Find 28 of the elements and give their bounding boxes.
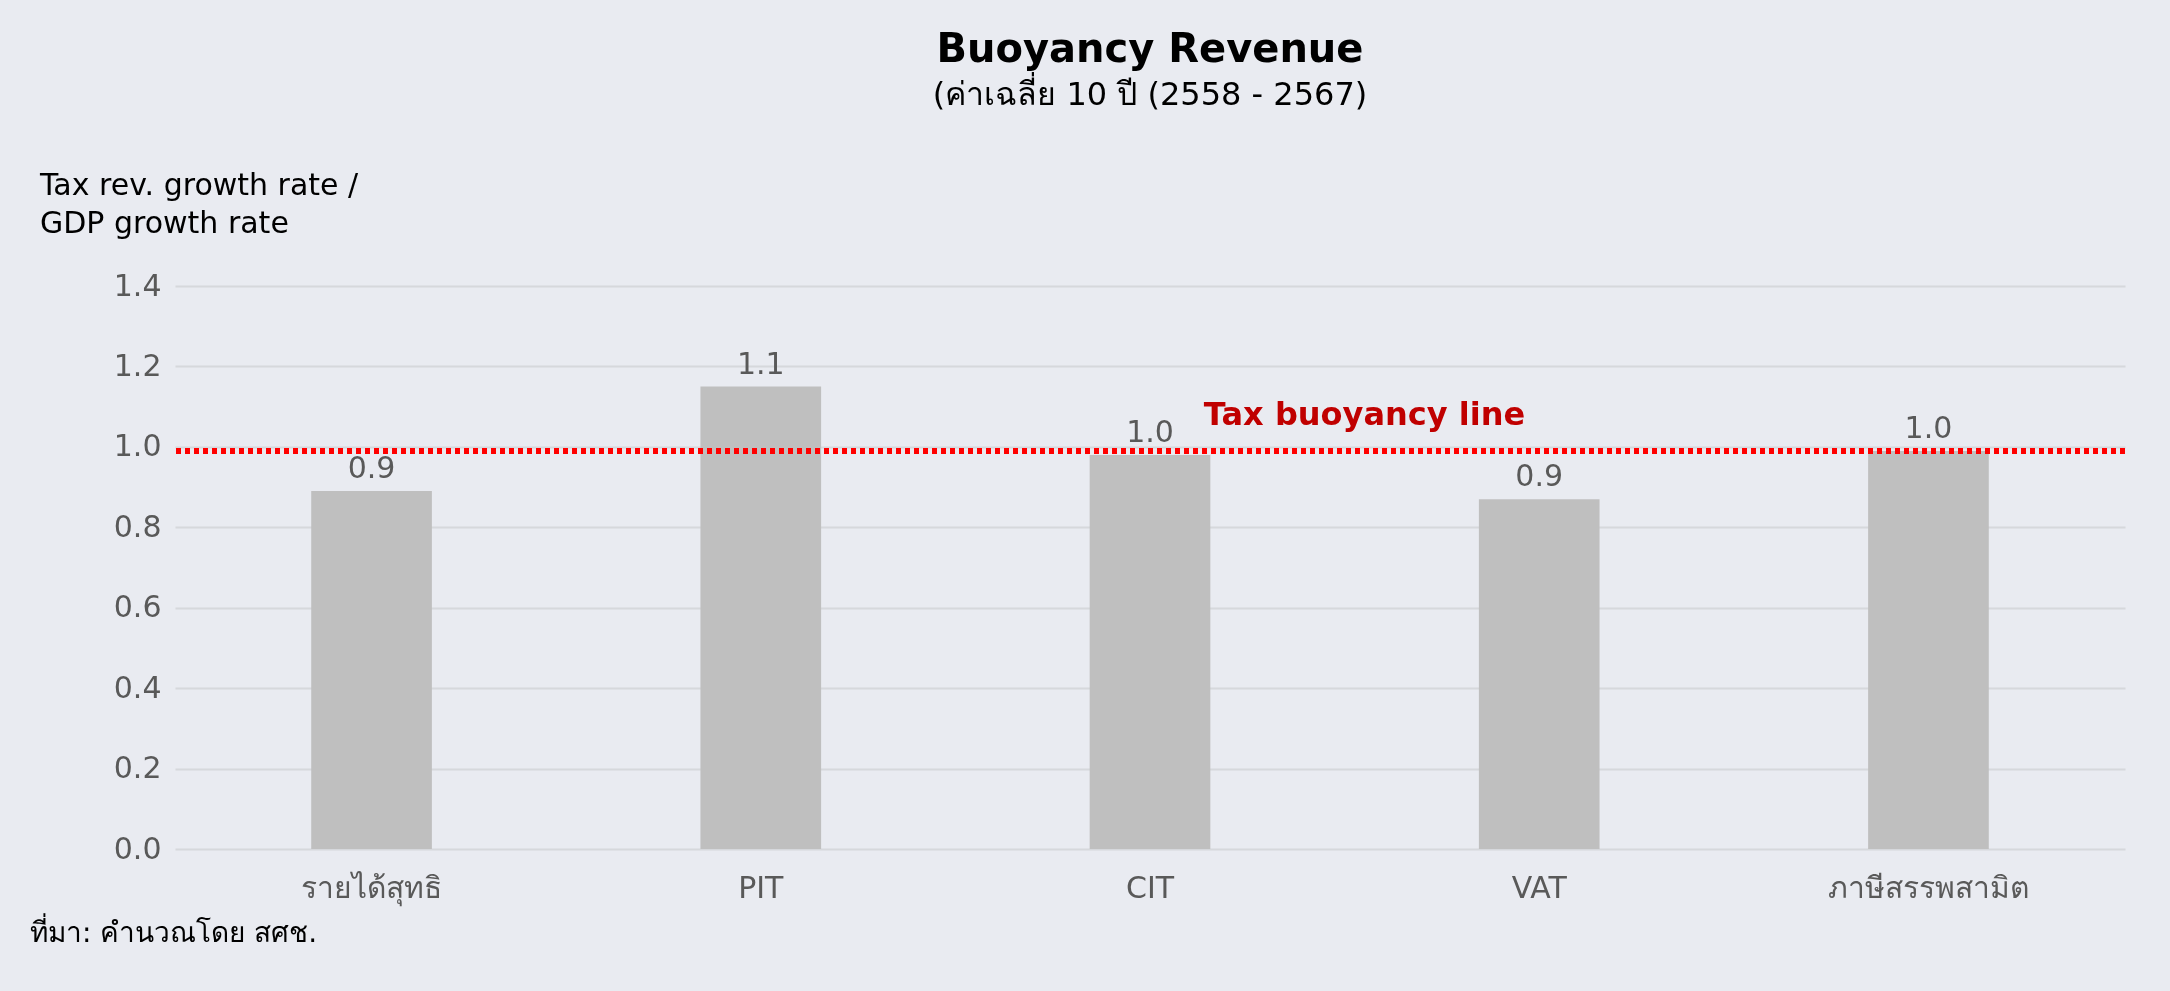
data-label: 1.1 (736, 345, 785, 381)
bar (700, 386, 822, 849)
y-tick-label: 0.2 (113, 750, 162, 786)
data-label: 0.9 (347, 450, 396, 486)
y-tick-label: 1.4 (113, 267, 162, 303)
chart-title: Buoyancy Revenue (936, 25, 1364, 71)
bar (1089, 454, 1211, 849)
text: ที่มา: คำนวณโดย สศช. (30, 912, 318, 951)
bar (311, 491, 432, 849)
data-label: 0.9 (1515, 458, 1564, 494)
data-label: 1.0 (1126, 413, 1174, 449)
y-tick-label: 0.8 (113, 508, 162, 544)
bar (1478, 499, 1600, 849)
y-tick-label: 1.2 (113, 347, 162, 383)
data-label: 1.0 (1904, 409, 1953, 445)
y-axis-title: Tax rev. growth rate / GDP growth rate (39, 167, 360, 240)
x-tick-label: VAT (1511, 869, 1568, 905)
y-tick-label: 0.4 (113, 669, 162, 705)
ref-line-label: Tax buoyancy line (1203, 394, 1526, 433)
chart-subtitle: (ค่าเฉลี่ย 10 ปี (2558 - 2567) (932, 72, 1368, 113)
y-tick-label: 0.0 (113, 830, 162, 866)
x-tick-label: CIT (1125, 869, 1175, 905)
y-tick-label: 0.6 (113, 589, 162, 625)
x-tick-label: ภาษีสรรพสามิต (1827, 869, 2029, 905)
x-tick-label: รายได้สุทธิ (301, 869, 443, 907)
y-tick-label: 1.0 (113, 428, 162, 464)
bar (1868, 450, 1989, 849)
x-tick-label: PIT (738, 869, 785, 905)
